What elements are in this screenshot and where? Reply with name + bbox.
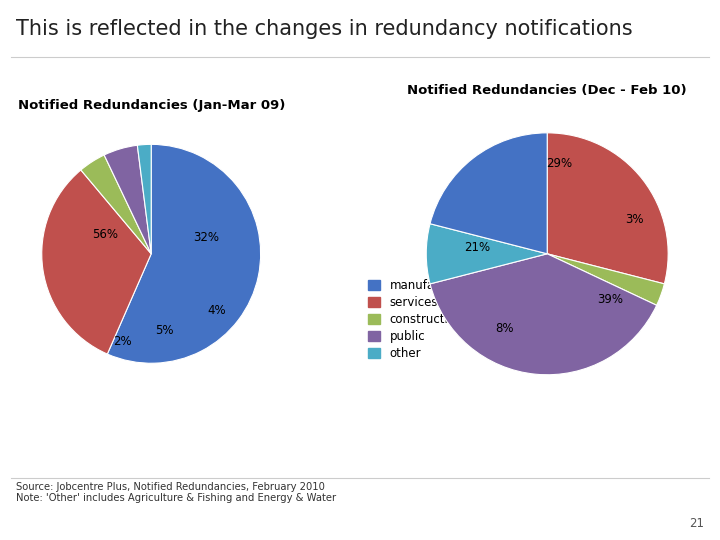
Text: 8%: 8% [495, 322, 514, 335]
Wedge shape [107, 144, 261, 363]
Title: Notified Redundancies (Dec - Feb 10): Notified Redundancies (Dec - Feb 10) [408, 84, 687, 97]
Wedge shape [104, 145, 151, 254]
Wedge shape [42, 170, 151, 354]
Text: 4%: 4% [207, 304, 226, 317]
Text: This is reflected in the changes in redundancy notifications: This is reflected in the changes in redu… [16, 19, 632, 39]
Text: 2%: 2% [114, 335, 132, 348]
Wedge shape [547, 254, 665, 305]
Text: 21%: 21% [464, 241, 490, 254]
Text: 5%: 5% [155, 324, 174, 337]
Text: Source: Jobcentre Plus, Notified Redundancies, February 2010
Note: 'Other' inclu: Source: Jobcentre Plus, Notified Redunda… [16, 482, 336, 503]
Text: 32%: 32% [193, 231, 219, 244]
Text: 3%: 3% [625, 213, 644, 226]
Text: 21: 21 [689, 517, 704, 530]
Text: 56%: 56% [92, 227, 118, 241]
Wedge shape [430, 133, 547, 254]
Text: 29%: 29% [546, 157, 572, 170]
Wedge shape [547, 133, 668, 284]
Legend: manufacturing, services, construction, public, other: manufacturing, services, construction, p… [366, 276, 479, 363]
Wedge shape [426, 224, 547, 284]
Title: Notified Redundancies (Jan-Mar 09): Notified Redundancies (Jan-Mar 09) [17, 99, 285, 112]
Wedge shape [81, 155, 151, 254]
Wedge shape [138, 144, 151, 254]
Text: 39%: 39% [597, 293, 623, 306]
Wedge shape [430, 254, 657, 375]
